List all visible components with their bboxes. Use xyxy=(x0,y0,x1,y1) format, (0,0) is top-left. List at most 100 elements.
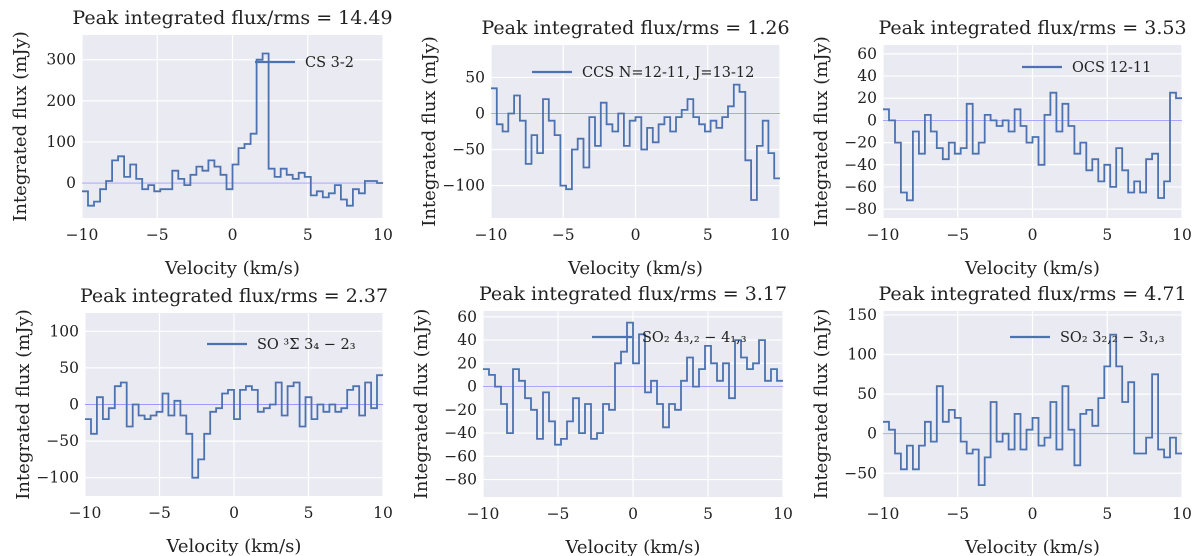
legend: CS 3-2 xyxy=(255,55,354,71)
spectrum-line xyxy=(483,321,783,446)
y-tick-label: −40 xyxy=(844,156,877,174)
y-tick-label: −20 xyxy=(844,134,877,152)
legend: OCS 12-11 xyxy=(1022,60,1151,76)
legend-label: SO₂ 4₃,₂ − 4₁,₃ xyxy=(642,330,747,346)
y-tick-label: 0 xyxy=(867,425,877,443)
subplot-title: Peak integrated flux/rms = 2.37 xyxy=(80,285,388,307)
subplot-title: Peak integrated flux/rms = 4.71 xyxy=(878,283,1186,305)
y-tick-label: 200 xyxy=(46,92,76,110)
y-tick-label: 40 xyxy=(857,67,877,85)
legend: SO ³Σ 3₄ − 2₃ xyxy=(207,337,356,353)
x-tick-label: −10 xyxy=(867,505,900,523)
y-tick-label: 60 xyxy=(457,308,477,326)
x-tick-label: −5 xyxy=(148,504,171,522)
y-tick-label: −80 xyxy=(844,200,877,218)
x-tick-label: −5 xyxy=(946,505,969,523)
spectrum-line xyxy=(883,91,1182,202)
x-tick-label: 0 xyxy=(631,226,641,244)
x-tick-label: −5 xyxy=(547,505,570,523)
spectrum-line xyxy=(82,52,383,207)
y-tick-label: −80 xyxy=(444,471,477,489)
y-axis-label: Integrated flux (mJy) xyxy=(411,309,432,500)
y-tick-label: 50 xyxy=(465,68,485,86)
legend-label: CS 3-2 xyxy=(305,55,354,71)
x-axis-label: Velocity (km/s) xyxy=(964,537,1100,556)
x-tick-label: 0 xyxy=(1028,226,1038,244)
y-tick-label: 50 xyxy=(857,385,877,403)
y-tick-label: 100 xyxy=(46,133,76,151)
subplot-title: Peak integrated flux/rms = 3.53 xyxy=(878,17,1186,39)
x-tick-label: 0 xyxy=(628,505,638,523)
y-tick-label: 150 xyxy=(847,306,877,324)
y-tick-label: 0 xyxy=(69,396,79,414)
y-axis-label: Integrated flux (mJy) xyxy=(811,36,832,227)
x-tick-label: 10 xyxy=(1172,226,1192,244)
y-tick-label: 0 xyxy=(475,104,485,122)
x-tick-label: −10 xyxy=(467,505,500,523)
spectrum-line xyxy=(491,83,780,201)
legend-label: CCS N=12-11, J=13-12 xyxy=(582,65,754,81)
x-tick-label: 10 xyxy=(773,505,793,523)
x-axis-label: Velocity (km/s) xyxy=(964,258,1100,279)
x-tick-label: 5 xyxy=(303,226,313,244)
y-tick-label: −100 xyxy=(36,469,79,487)
y-tick-label: 300 xyxy=(46,51,76,69)
spectrum-line xyxy=(883,333,1182,486)
subplot-title: Peak integrated flux/rms = 14.49 xyxy=(72,7,392,29)
x-tick-label: −10 xyxy=(66,226,99,244)
x-tick-label: 0 xyxy=(228,226,238,244)
x-tick-label: −5 xyxy=(552,226,575,244)
x-tick-label: 5 xyxy=(1102,226,1112,244)
y-tick-label: −40 xyxy=(444,424,477,442)
x-axis-label: Velocity (km/s) xyxy=(164,258,300,279)
x-tick-label: 5 xyxy=(304,504,314,522)
legend-label: OCS 12-11 xyxy=(1072,60,1151,76)
x-tick-label: −10 xyxy=(69,504,102,522)
y-tick-label: −60 xyxy=(444,447,477,465)
legend: SO₂ 3₂,₂ − 3₁,₃ xyxy=(1010,330,1165,346)
y-tick-label: −50 xyxy=(46,432,79,450)
y-axis-label: Integrated flux (mJy) xyxy=(10,31,31,222)
x-axis-label: Velocity (km/s) xyxy=(166,536,302,556)
y-tick-label: −50 xyxy=(452,141,485,159)
y-tick-label: −20 xyxy=(444,401,477,419)
y-tick-label: 100 xyxy=(49,322,79,340)
x-tick-label: 5 xyxy=(1102,505,1112,523)
y-tick-label: 60 xyxy=(857,45,877,63)
x-tick-label: 10 xyxy=(1172,505,1192,523)
spectrum-line xyxy=(85,374,383,479)
x-tick-label: 10 xyxy=(373,226,393,244)
x-axis-label: Velocity (km/s) xyxy=(567,258,703,279)
y-tick-label: −60 xyxy=(844,178,877,196)
y-tick-label: −50 xyxy=(844,464,877,482)
y-tick-label: 40 xyxy=(457,331,477,349)
y-tick-label: 50 xyxy=(59,359,79,377)
y-tick-label: 0 xyxy=(467,378,477,396)
subplot-title: Peak integrated flux/rms = 1.26 xyxy=(481,17,789,39)
x-tick-label: −10 xyxy=(475,226,508,244)
legend: CCS N=12-11, J=13-12 xyxy=(532,65,754,81)
x-tick-label: 5 xyxy=(703,505,713,523)
y-tick-label: 0 xyxy=(66,174,76,192)
x-tick-label: 5 xyxy=(703,226,713,244)
legend-label: SO₂ 3₂,₂ − 3₁,₃ xyxy=(1060,330,1165,346)
subplot-title: Peak integrated flux/rms = 3.17 xyxy=(479,283,787,305)
x-tick-label: −10 xyxy=(867,226,900,244)
y-axis-label: Integrated flux (mJy) xyxy=(811,309,832,500)
y-tick-label: 0 xyxy=(867,111,877,129)
y-tick-label: 20 xyxy=(857,89,877,107)
y-tick-label: 20 xyxy=(457,354,477,372)
y-axis-label: Integrated flux (mJy) xyxy=(419,36,440,227)
x-tick-label: 10 xyxy=(373,504,393,522)
x-tick-label: 0 xyxy=(229,504,239,522)
y-tick-label: 100 xyxy=(847,346,877,364)
x-tick-label: 10 xyxy=(770,226,790,244)
y-tick-label: −100 xyxy=(442,177,485,195)
x-tick-label: −5 xyxy=(146,226,169,244)
